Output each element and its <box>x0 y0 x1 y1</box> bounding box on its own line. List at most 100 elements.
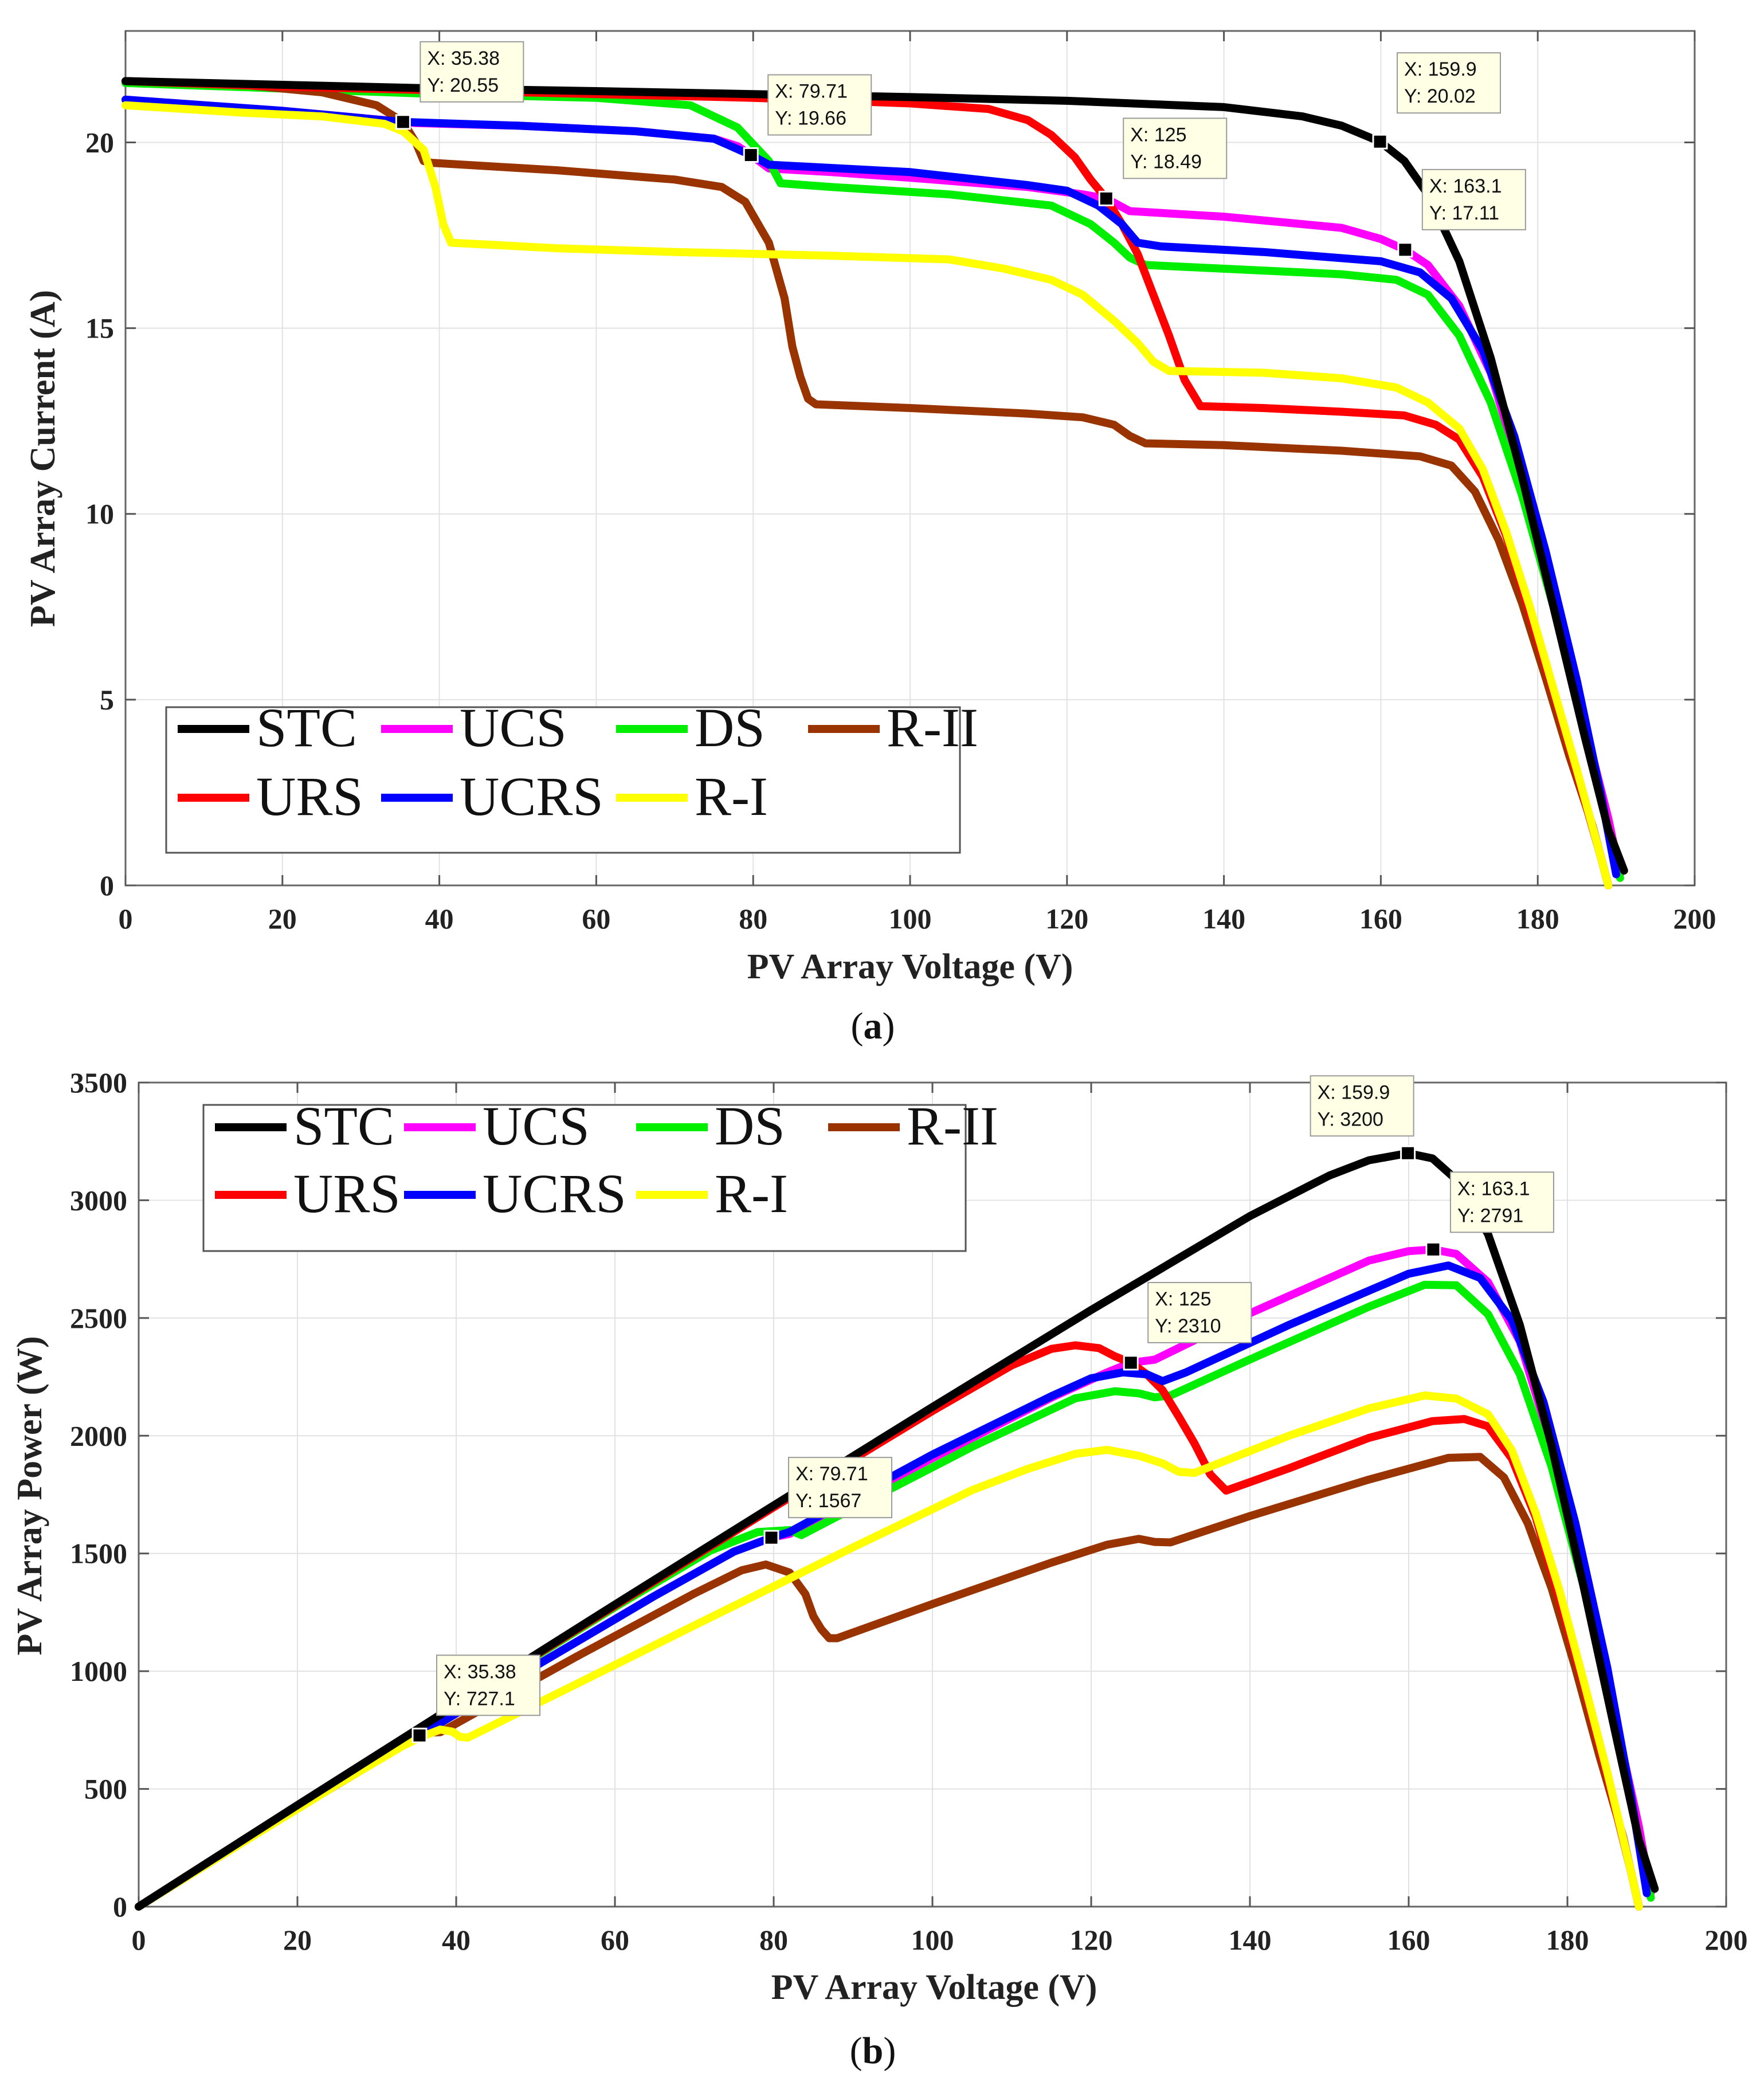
chart-b-x-tick-label: 40 <box>442 1924 471 1956</box>
chart-b-annotations: X: 35.38 Y: 727.1 X: 79.71 Y: 1567 X: 125 Y: … <box>411 1075 1554 1743</box>
chart-a-data-tip-marker <box>395 114 411 130</box>
chart-a-data-tip-marker <box>1372 134 1388 150</box>
chart-b-data-tip-box <box>1449 1171 1554 1233</box>
chart-b-y-tick-label: 2500 <box>70 1302 127 1334</box>
chart-b-data-tip-marker <box>1425 1241 1441 1257</box>
chart-b-y-tick-label: 2000 <box>70 1420 127 1452</box>
chart-a-x-tick-label: 20 <box>268 903 297 935</box>
chart-b-legend-items: STC UCS DS R-II URS UCRS R-I <box>215 1095 998 1224</box>
chart-a-data-tip-text: X: 125 <box>1130 124 1186 146</box>
chart-a-x-tick-label: 60 <box>582 903 610 935</box>
chart-b-x-tick-label: 100 <box>911 1924 954 1956</box>
chart-b-data-tip: X: 35.38 Y: 727.1 <box>411 1654 541 1743</box>
chart-a-x-tick-label: 40 <box>425 903 454 935</box>
chart-b-data-tip-text: X: 79.71 <box>795 1463 868 1485</box>
chart-b-data-tip: X: 163.1 Y: 2791 <box>1425 1171 1554 1257</box>
chart-b-data-tip-marker <box>1123 1355 1139 1371</box>
chart-a-data-tip-text: Y: 20.55 <box>427 75 499 96</box>
chart-b-data-tip-text: Y: 3200 <box>1318 1108 1383 1130</box>
chart-b-series-line-stc <box>135 1149 1659 1911</box>
chart-b-x-tick-label: 200 <box>1705 1924 1748 1956</box>
chart-b-x-axis-label: PV Array Voltage (V) <box>771 1968 1097 2007</box>
chart-b-data-tip-marker <box>411 1727 428 1743</box>
chart-b-series <box>135 1149 1659 1911</box>
chart-b-data-tip-text: X: 35.38 <box>444 1661 516 1683</box>
chart-b-data-tip-marker <box>1400 1145 1416 1161</box>
chart-b-data-tip-text: Y: 2310 <box>1155 1315 1221 1337</box>
chart-a-data-tip-box <box>1123 117 1228 179</box>
chart-b-legend-label-urs: URS <box>293 1163 401 1224</box>
chart-a-series <box>121 77 1628 889</box>
chart-a-data-tip: X: 159.9 Y: 20.02 <box>1372 52 1502 150</box>
chart-a-x-tick-label: 160 <box>1359 903 1402 935</box>
chart-a-data-tip-box <box>767 74 872 136</box>
chart-a-data-tip: X: 125 Y: 18.49 <box>1098 117 1228 206</box>
chart-b-data-tip-text: X: 159.9 <box>1318 1081 1390 1103</box>
chart-a-data-tip-marker <box>1397 242 1413 258</box>
chart-a-data-tip-text: X: 159.9 <box>1404 58 1477 80</box>
chart-a-x-tick-label: 200 <box>1673 903 1716 935</box>
chart-a-x-axis-label: PV Array Voltage (V) <box>747 947 1073 986</box>
chart-a-caption-letter: a <box>864 1005 883 1047</box>
chart-a-data-tip: X: 35.38 Y: 20.55 <box>395 41 524 130</box>
chart-b-y-tick-label: 1000 <box>70 1655 127 1687</box>
chart-a-x-tick-label: 180 <box>1516 903 1559 935</box>
chart-a-legend-label-r-ii: R-II <box>887 697 978 758</box>
chart-b-legend: STC UCS DS R-II URS UCRS R-I <box>202 1095 998 1252</box>
chart-a-x-tick-label: 100 <box>889 903 932 935</box>
chart-b-x-tick-label: 20 <box>283 1924 312 1956</box>
chart-a-y-tick-label: 20 <box>85 126 114 158</box>
chart-b-legend-label-r-ii: R-II <box>907 1095 998 1156</box>
chart-a-data-tip-text: X: 79.71 <box>775 81 848 103</box>
chart-a-legend-label-r-i: R-I <box>695 766 768 827</box>
chart-a-data-tip-text: Y: 20.02 <box>1404 85 1476 107</box>
chart-b-data-tip-text: X: 163.1 <box>1457 1178 1530 1199</box>
chart-a-y-tick-label: 5 <box>100 684 114 716</box>
chart-a-series-line-stc <box>121 77 1628 875</box>
chart-b-data-tip-text: X: 125 <box>1155 1288 1211 1310</box>
chart-b-data-tip-box <box>787 1457 892 1519</box>
chart-b-series-line-r-i <box>135 1391 1643 1911</box>
chart-a-y-tick-label: 15 <box>85 312 114 344</box>
chart-a-data-tip: X: 163.1 Y: 17.11 <box>1397 168 1526 258</box>
chart-a-legend-label-ucrs: UCRS <box>460 766 603 827</box>
chart-b-x-tick-label: 140 <box>1229 1924 1272 1956</box>
chart-a-series-line-ds <box>121 79 1624 882</box>
chart-b-x-tick-label: 120 <box>1070 1924 1113 1956</box>
chart-a-x-tick-label: 120 <box>1045 903 1088 935</box>
chart-a-legend-label-ucs: UCS <box>460 697 567 758</box>
chart-b-data-tip-box <box>1310 1075 1414 1137</box>
chart-b-x-tick-label: 0 <box>132 1924 146 1956</box>
chart-a-y-tick-label: 10 <box>85 498 114 530</box>
chart-a-data-tip-text: X: 163.1 <box>1429 175 1502 197</box>
chart-a-data-tip-text: Y: 17.11 <box>1429 202 1499 224</box>
chart-b-legend-label-ucrs: UCRS <box>483 1163 626 1224</box>
chart-b-y-tick-label: 0 <box>113 1891 127 1923</box>
chart-b-y-tick-label: 500 <box>84 1773 127 1805</box>
chart-a-caption: (a) <box>851 1005 895 1047</box>
chart-b-data-tip: X: 125 Y: 2310 <box>1123 1281 1252 1371</box>
chart-a-x-tick-label: 80 <box>739 903 767 935</box>
chart-b-legend-label-stc: STC <box>293 1095 394 1156</box>
chart-b-data-tip-text: Y: 2791 <box>1457 1205 1523 1226</box>
chart-a-data-tip-marker <box>1098 190 1114 206</box>
chart-a-legend-label-urs: URS <box>256 766 363 827</box>
chart-b-data-tip-marker <box>763 1530 779 1546</box>
chart-a-data-tip: X: 79.71 Y: 19.66 <box>743 74 872 163</box>
chart-a-data-tip-marker <box>743 147 759 163</box>
chart-a-legend-label-stc: STC <box>256 697 357 758</box>
chart-b-y-tick-label: 1500 <box>70 1538 127 1570</box>
chart-a-x-tick-label: 0 <box>119 903 133 935</box>
chart-a-legend: STC UCS DS R-II URS UCRS R-I <box>165 697 978 854</box>
chart-a-legend-label-ds: DS <box>695 697 765 758</box>
chart-b-data-tip: X: 159.9 Y: 3200 <box>1310 1075 1416 1161</box>
chart-a-y-axis-label: PV Array Current (A) <box>23 290 62 627</box>
chart-a-data-tip-box <box>1397 52 1502 114</box>
chart-b-x-tick-label: 80 <box>759 1924 788 1956</box>
chart-b-caption: (b) <box>850 2030 896 2072</box>
chart-b-data-tip-box <box>436 1654 541 1716</box>
chart-b-legend-label-ds: DS <box>715 1095 785 1156</box>
chart-a-ticks: 0 20 40 60 80 100 120 140 160 180 200 0 5 10 15 20 <box>85 31 1716 935</box>
chart-a-data-tip-text: Y: 18.49 <box>1130 151 1202 172</box>
